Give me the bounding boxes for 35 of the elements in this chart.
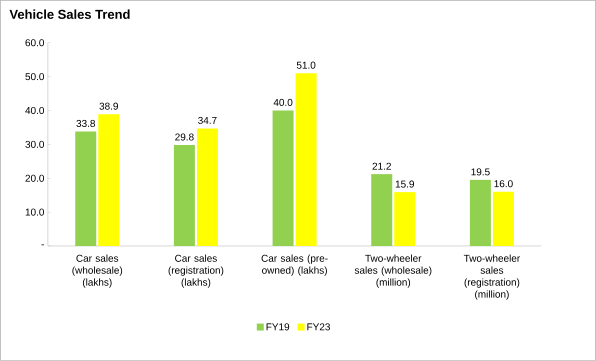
y-tick-label: 50.0 — [25, 73, 44, 80]
bar — [196, 128, 218, 246]
y-tick-label: 60.0 — [26, 39, 44, 46]
data-label: 40.0 — [274, 98, 292, 106]
x-tick-label: Car sales (registration) (lakhs) — [168, 254, 224, 288]
bar — [272, 110, 294, 246]
data-label: 29.8 — [175, 134, 194, 141]
data-label: 34.7 — [198, 116, 217, 124]
data-label: 16.0 — [494, 180, 513, 188]
y-tick-label: 40.0 — [25, 107, 44, 114]
legend-label: FY19 — [266, 323, 290, 330]
x-tick-label: Two-wheeler sales (wholesale) (million) — [354, 254, 432, 288]
x-tick-label: Car sales (pre-owned) (lakhs) — [262, 254, 328, 276]
bar — [75, 132, 96, 246]
data-label: 51.0 — [296, 62, 316, 69]
bar — [394, 192, 416, 246]
legend-label: FY23 — [307, 323, 330, 330]
data-label: 15.9 — [396, 180, 414, 188]
bar — [296, 73, 317, 246]
x-tick-label: Car sales (wholesale) (lakhs) — [72, 254, 122, 288]
bar — [98, 114, 120, 246]
bar — [470, 180, 491, 246]
x-tick-label: Two-wheeler sales (registration) (million) — [464, 254, 520, 300]
data-label: 21.2 — [372, 162, 391, 170]
y-tick-label: 10.0 — [26, 208, 44, 216]
data-label: 19.5 — [471, 168, 490, 176]
data-label: 38.9 — [99, 102, 118, 110]
bar — [174, 145, 195, 246]
bar — [492, 192, 514, 246]
y-tick-label: 30.0 — [25, 140, 44, 148]
data-label: 33.8 — [76, 120, 96, 127]
y-tick-label: - — [42, 244, 44, 246]
y-tick-label: 20.0 — [26, 174, 44, 182]
bar — [371, 174, 392, 246]
chart-title: Vehicle Sales Trend — [10, 9, 130, 19]
